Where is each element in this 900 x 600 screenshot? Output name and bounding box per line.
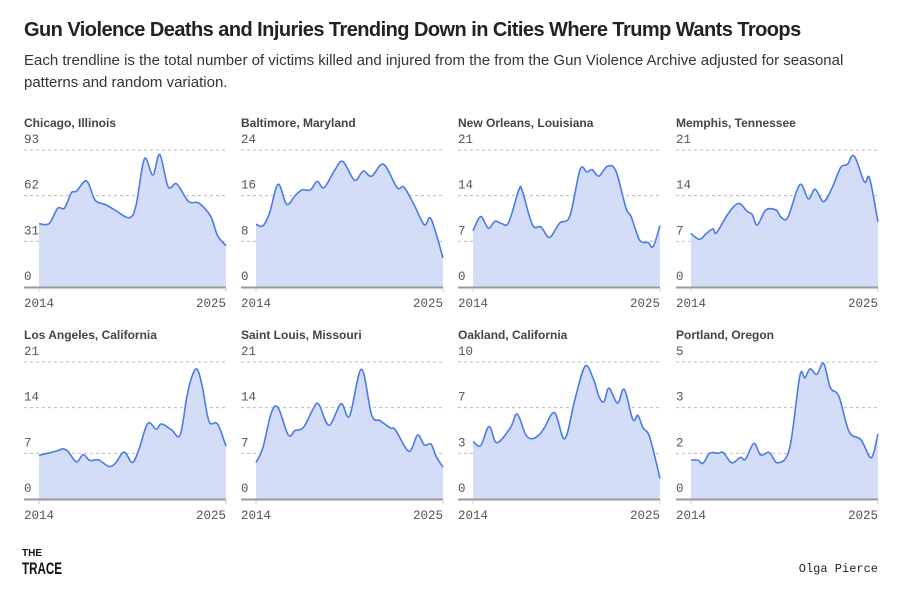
area-chart: 0 3 7 10 2014 2025	[458, 345, 661, 523]
logo-line1: THE	[22, 548, 42, 559]
x-tick-label: 2025	[196, 509, 226, 523]
x-tick-label: 2014	[24, 509, 54, 523]
x-tick-label: 2014	[458, 509, 488, 523]
trend-line	[255, 160, 444, 259]
y-tick-label: 3	[676, 391, 684, 405]
area-fill	[256, 161, 443, 287]
y-tick-label: 62	[24, 179, 39, 193]
area-fill	[473, 365, 660, 499]
y-tick-label: 14	[24, 391, 39, 405]
x-tick-label: 2014	[24, 297, 54, 311]
y-tick-label: 0	[24, 270, 32, 284]
x-tick-label: 2014	[676, 297, 706, 311]
trend-line	[690, 362, 879, 465]
y-tick-label: 21	[24, 345, 39, 359]
author-credit: Olga Pierce	[798, 562, 878, 576]
logo-line2: TRACE	[22, 559, 62, 577]
y-tick-label: 14	[241, 391, 256, 405]
area-fill	[473, 165, 660, 287]
y-tick-label: 7	[24, 436, 32, 450]
y-tick-label: 14	[676, 179, 691, 193]
panel-memphis-tennessee: Memphis, Tennessee 0 7 14 21 2014 2025	[676, 116, 886, 316]
x-tick-label: 2025	[196, 297, 226, 311]
y-tick-label: 31	[24, 224, 39, 238]
panel-title: Baltimore, Maryland	[241, 116, 356, 130]
area-chart: 0 8 16 24 2014 2025	[241, 133, 444, 311]
x-tick-label: 2025	[848, 509, 878, 523]
panel-title: Los Angeles, California	[24, 328, 157, 342]
area-fill	[691, 155, 878, 287]
area-fill	[39, 154, 226, 287]
y-tick-label: 24	[241, 133, 256, 147]
y-tick-label: 7	[458, 224, 466, 238]
y-tick-label: 5	[676, 345, 684, 359]
panel-title: Chicago, Illinois	[24, 116, 117, 130]
x-tick-label: 2014	[676, 509, 706, 523]
area-fill	[691, 363, 878, 499]
y-tick-label: 0	[676, 482, 684, 496]
panel-portland-oregon: Portland, Oregon 0 2 3 5 2014 2025	[676, 328, 886, 528]
y-tick-label: 10	[458, 345, 473, 359]
panel-title: Memphis, Tennessee	[676, 116, 796, 130]
x-tick-label: 2025	[413, 509, 443, 523]
x-tick-label: 2014	[241, 509, 271, 523]
panel-title: Oakland, California	[458, 328, 568, 342]
x-tick-label: 2025	[630, 509, 660, 523]
area-fill	[39, 368, 226, 499]
y-tick-label: 0	[241, 482, 249, 496]
y-tick-label: 21	[241, 345, 256, 359]
trend-line	[38, 368, 227, 468]
y-tick-label: 0	[241, 270, 249, 284]
trend-line	[255, 368, 444, 468]
y-tick-label: 21	[458, 133, 473, 147]
x-tick-label: 2025	[630, 297, 660, 311]
y-tick-label: 0	[676, 270, 684, 284]
y-tick-label: 21	[676, 133, 691, 147]
area-chart: 0 2 3 5 2014 2025	[676, 345, 879, 523]
area-chart: 0 31 62 93 2014 2025	[24, 133, 227, 311]
trend-line	[38, 153, 227, 247]
panel-oakland-california: Oakland, California 0 3 7 10 2014 2025	[458, 328, 668, 528]
y-tick-label: 8	[241, 224, 249, 238]
trend-line	[472, 364, 661, 479]
y-tick-label: 7	[458, 391, 466, 405]
area-chart: 0 7 14 21 2014 2025	[458, 133, 661, 311]
trace-logo: THE TRACE	[22, 545, 64, 582]
y-tick-label: 3	[458, 436, 466, 450]
panel-title: Portland, Oregon	[676, 328, 775, 342]
y-tick-label: 0	[458, 482, 466, 496]
y-tick-label: 93	[24, 133, 39, 147]
y-tick-label: 16	[241, 179, 256, 193]
x-tick-label: 2014	[241, 297, 271, 311]
area-fill	[256, 369, 443, 499]
x-tick-label: 2025	[413, 297, 443, 311]
area-chart: 0 7 14 21 2014 2025	[24, 345, 227, 523]
panel-baltimore-maryland: Baltimore, Maryland 0 8 16 24 2014 2025	[241, 116, 451, 316]
panel-chicago-illinois: Chicago, Illinois 0 31 62 93 2014 2025	[24, 116, 234, 316]
x-tick-label: 2025	[848, 297, 878, 311]
panel-saint-louis-missouri: Saint Louis, Missouri 0 7 14 21 2014 2025	[241, 328, 451, 528]
panel-title: Saint Louis, Missouri	[241, 328, 362, 342]
panel-title: New Orleans, Louisiana	[458, 116, 594, 130]
y-tick-label: 7	[676, 224, 684, 238]
trace-logo-mark: THE TRACE	[22, 548, 62, 578]
area-chart: 0 7 14 21 2014 2025	[676, 133, 879, 311]
area-chart: 0 7 14 21 2014 2025	[241, 345, 444, 523]
y-tick-label: 7	[241, 436, 249, 450]
chart-subtitle: Each trendline is the total number of vi…	[24, 52, 844, 91]
panel-new-orleans-louisiana: New Orleans, Louisiana 0 7 14 21 2014 2025	[458, 116, 668, 316]
y-tick-label: 0	[24, 482, 32, 496]
y-tick-label: 0	[458, 270, 466, 284]
chart-title: Gun Violence Deaths and Injuries Trendin…	[24, 19, 801, 41]
trend-line	[472, 164, 661, 249]
y-tick-label: 2	[676, 436, 684, 450]
x-tick-label: 2014	[458, 297, 488, 311]
y-tick-label: 14	[458, 179, 473, 193]
panel-los-angeles-california: Los Angeles, California 0 7 14 21 2014 2025	[24, 328, 234, 528]
trend-line	[690, 154, 879, 241]
